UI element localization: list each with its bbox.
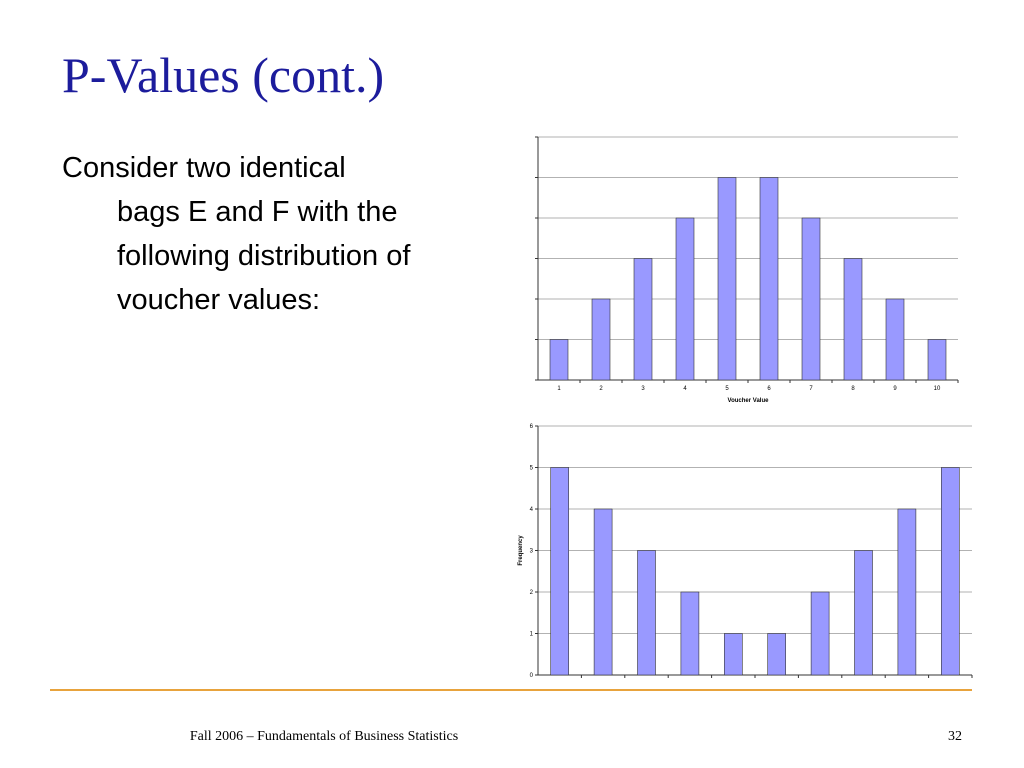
x-tick-label: 4	[683, 386, 687, 392]
bar	[591, 298, 611, 381]
y-tick-label: 0	[530, 673, 534, 679]
bar	[675, 217, 695, 381]
bar	[633, 258, 653, 381]
y-tick-label: 6	[530, 424, 534, 430]
body-line: following distribution of	[117, 240, 411, 272]
bar	[593, 508, 613, 676]
y-tick-label: 4	[530, 507, 534, 513]
x-tick-label: 9	[893, 386, 897, 392]
y-tick-label: 1	[530, 632, 534, 638]
body-line: bags E and F with the	[117, 196, 398, 228]
bar	[854, 550, 873, 676]
x-tick-label: 1	[557, 386, 561, 392]
x-tick-label: 6	[767, 386, 771, 392]
bar	[680, 591, 700, 676]
y-tick-label: 3	[530, 549, 534, 555]
x-tick-label: 8	[851, 386, 855, 392]
x-tick-label: 5	[725, 386, 729, 392]
slide-title: P-Values (cont.)	[62, 47, 384, 103]
bar	[843, 258, 863, 381]
bar	[927, 339, 947, 381]
body-line: voucher values:	[117, 284, 320, 316]
bar	[549, 339, 569, 381]
bar	[717, 177, 737, 381]
page-number: 32	[948, 729, 962, 744]
bar	[940, 467, 960, 676]
bar	[767, 633, 787, 676]
bar	[897, 508, 917, 676]
x-tick-label: 7	[809, 386, 813, 392]
bar	[759, 177, 779, 381]
bar	[801, 217, 821, 381]
x-tick-label: 10	[934, 386, 941, 392]
footer-text: Fall 2006 – Fundamentals of Business Sta…	[190, 729, 458, 744]
x-tick-label: 3	[641, 386, 645, 392]
body-line: Consider two identical	[62, 152, 346, 184]
y-axis-label: Frequency	[518, 535, 524, 566]
x-axis-label: Voucher Value	[728, 398, 770, 404]
y-tick-label: 5	[530, 466, 534, 472]
bar	[637, 550, 656, 676]
bar	[885, 298, 905, 381]
y-tick-label: 2	[530, 590, 534, 596]
x-tick-label: 2	[599, 386, 603, 392]
bar	[723, 633, 743, 676]
bar	[810, 591, 830, 676]
bar	[550, 467, 570, 676]
